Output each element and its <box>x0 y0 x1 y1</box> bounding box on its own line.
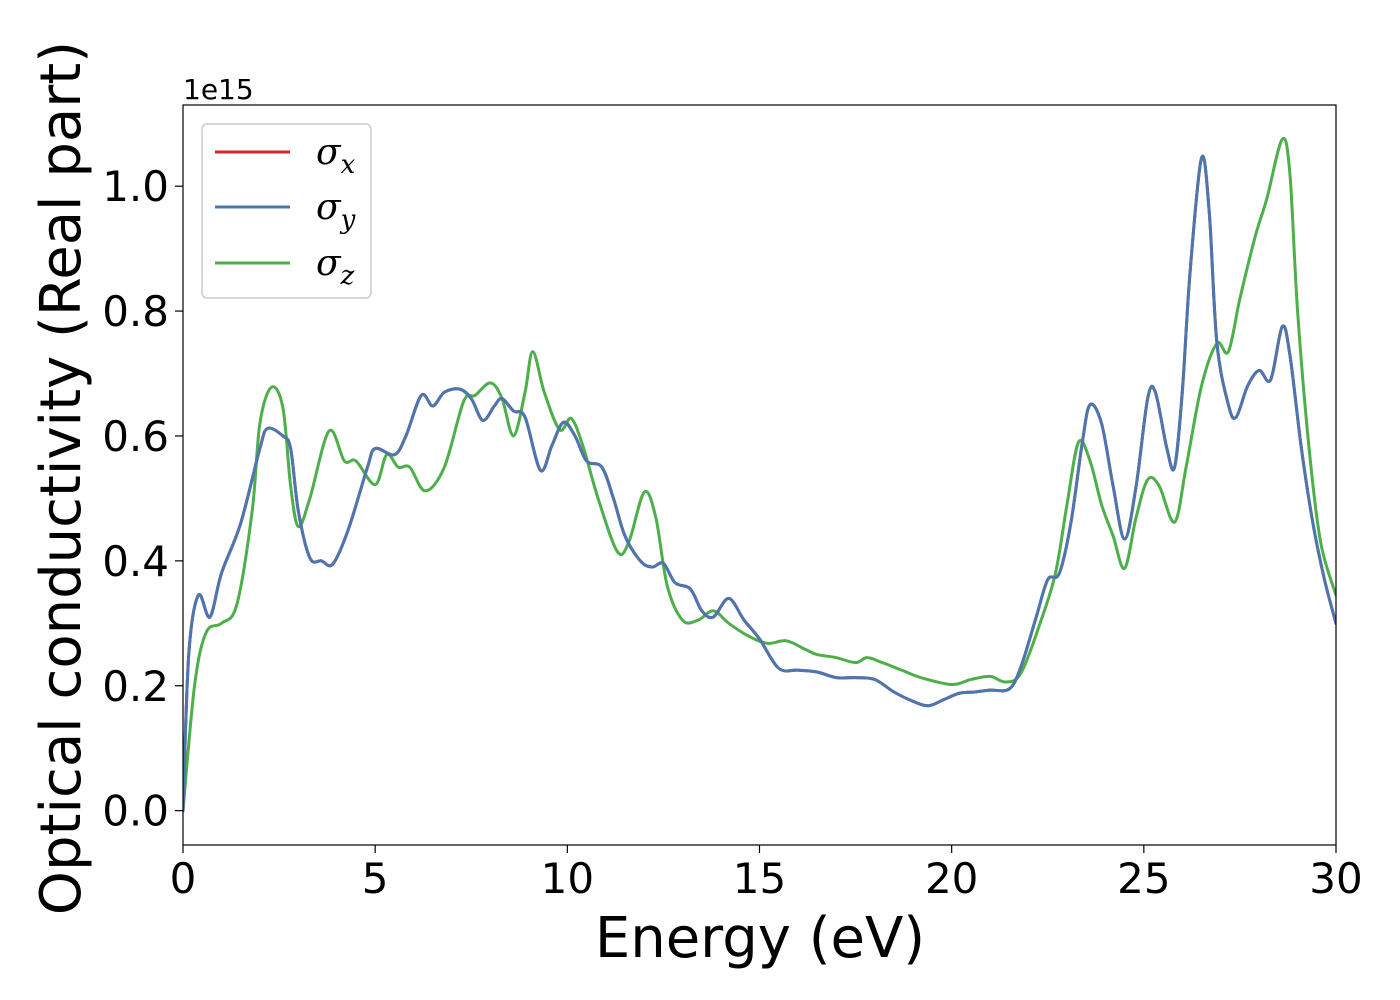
x-tick-label: 5 <box>362 854 389 903</box>
x-tick-label: 15 <box>733 854 786 903</box>
legend-box <box>201 123 372 299</box>
y-tick-label: 0.8 <box>102 287 169 336</box>
legend: σx σy σz <box>201 123 372 299</box>
x-tick-label: 10 <box>541 854 594 903</box>
x-tick-label: 25 <box>1117 854 1170 903</box>
x-tick-label: 20 <box>925 854 978 903</box>
y-tick-label: 0.2 <box>102 662 169 711</box>
y-axis-title: Optical conductivity (Real part) <box>29 41 94 915</box>
x-axis: 0 5 10 15 20 25 30 <box>170 845 1363 903</box>
series-layer <box>183 136 1336 813</box>
y-tick-label: 0.4 <box>102 537 169 586</box>
legend-label-sigma-y: σy <box>316 187 356 235</box>
y-tick-label: 0.0 <box>102 787 169 836</box>
y-offset-label: 1e15 <box>183 73 254 106</box>
y-tick-label: 1.0 <box>102 162 169 211</box>
x-tick-label: 0 <box>170 854 197 903</box>
x-tick-label: 30 <box>1309 854 1362 903</box>
x-axis-title: Energy (eV) <box>595 906 925 971</box>
y-tick-label: 0.6 <box>102 412 169 461</box>
legend-label-sigma-x: σx <box>316 132 356 180</box>
y-axis: 0.0 0.2 0.4 0.6 0.8 1.0 <box>102 162 183 836</box>
legend-label-sigma-z: σz <box>316 243 355 291</box>
series-line-sigma-y <box>183 154 1336 813</box>
series-line-sigma-z <box>183 136 1336 813</box>
